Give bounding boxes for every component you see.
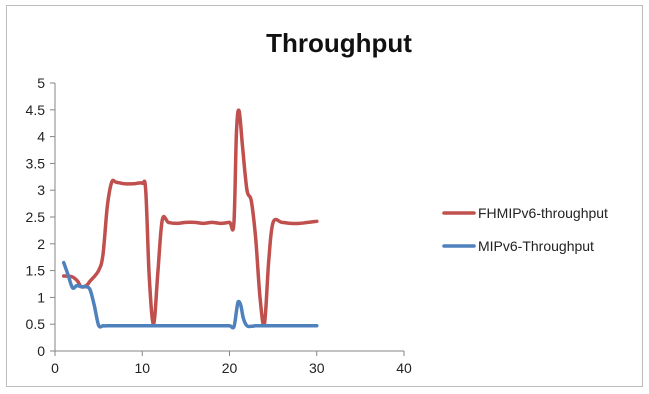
y-tick-label: 1.5 [26, 263, 46, 279]
series-line-1 [61, 108, 319, 328]
y-tick-label: 2 [37, 236, 45, 252]
y-tick-label: 0.5 [26, 316, 46, 332]
y-tick-label: 2.5 [26, 209, 46, 225]
legend-label-2: MIPv6-Throughput [478, 238, 594, 254]
x-tick-label: 10 [134, 360, 150, 376]
y-tick-label: 0 [37, 343, 45, 359]
y-tick-label: 3.5 [26, 155, 46, 171]
chart-title: Throughput [266, 28, 412, 58]
y-tick-label: 5 [37, 75, 45, 91]
x-tick-label: 30 [309, 360, 325, 376]
x-tick-label: 40 [396, 360, 412, 376]
series-layer [61, 108, 319, 330]
y-tick-label: 3 [37, 182, 45, 198]
chart-frame: Throughput 0 0.5 1 1.5 2 2.5 3 3.5 4 4.5 5 0 10 20 30 4… [6, 5, 643, 387]
x-tick-label: 20 [222, 360, 238, 376]
x-tick-label: 0 [51, 360, 59, 376]
y-tick-label: 1 [37, 289, 45, 305]
chart-svg: Throughput 0 0.5 1 1.5 2 2.5 3 3.5 4 4.5 5 0 10 20 30 4… [26, 28, 609, 376]
axes: 0 0.5 1 1.5 2 2.5 3 3.5 4 4.5 5 0 10 20 30 40 [26, 75, 412, 376]
series-line-2 [61, 260, 319, 330]
y-tick-label: 4.5 [26, 102, 46, 118]
legend-label-1: FHMIPv6-throughput [478, 205, 608, 221]
legend: FHMIPv6-throughput MIPv6-Throughput [442, 205, 608, 254]
y-tick-label: 4 [37, 129, 45, 145]
